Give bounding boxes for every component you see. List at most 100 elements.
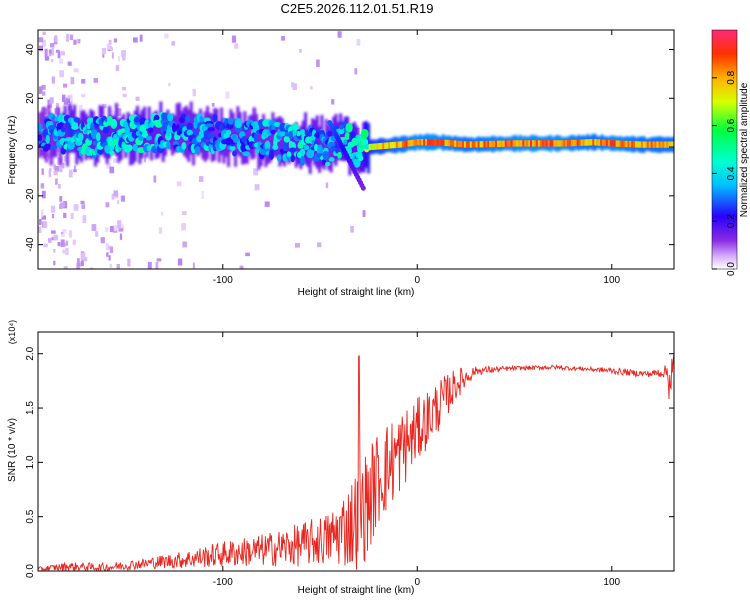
- spectrogram-cell: [343, 139, 348, 145]
- spectrogram-cell: [506, 140, 509, 147]
- spectrogram-noise-cell: [122, 55, 126, 61]
- spectrogram-cell: [212, 113, 218, 123]
- spectrogram-noise-cell: [114, 225, 117, 231]
- spectrogram-cell: [652, 141, 655, 148]
- spectrogram-cell: [526, 140, 529, 147]
- spectrogram-halo-cell: [108, 106, 112, 159]
- spectrogram-cell: [360, 128, 369, 139]
- spectrogram-halo-cell: [150, 119, 154, 161]
- spectrogram-cell: [124, 125, 130, 136]
- spectrogram-noise-cell: [109, 263, 113, 268]
- spectrogram-noise-cell: [72, 239, 76, 246]
- spectrogram-cell: [648, 141, 651, 148]
- spectrogram-cell: [497, 140, 500, 148]
- colorbar-tick-label: 0.2: [726, 214, 737, 228]
- spectrogram-noise-cell: [53, 260, 56, 266]
- spectrogram-noise-cell: [70, 77, 75, 85]
- spectrogram-cell: [563, 140, 566, 147]
- spectrogram-cell: [351, 137, 359, 146]
- spectrogram-noise-cell: [337, 31, 342, 38]
- spectrogram-noise-cell: [41, 215, 46, 220]
- spectrogram-noise-cell: [57, 242, 61, 247]
- spectrogram-noise-cell: [57, 184, 61, 189]
- snr-ytick-label: 2.0: [25, 346, 36, 360]
- spectrogram-cell: [458, 140, 461, 148]
- spectrogram-noise-cell: [239, 265, 244, 269]
- spectrogram-noise-cell: [245, 252, 251, 257]
- spectrogram-cell: [565, 140, 568, 147]
- spectrogram-noise-cell: [59, 70, 64, 78]
- spectrogram-noise-cell: [60, 231, 64, 236]
- spectrogram-noise-cell: [59, 196, 63, 202]
- spectrogram-noise-cell: [51, 76, 55, 84]
- spectrogram-cell: [288, 130, 294, 139]
- spectrogram-cell: [545, 140, 548, 147]
- spectrogram-cell: [198, 130, 205, 139]
- spectrogram-noise-cell: [66, 33, 69, 42]
- spectrogram-cell: [227, 124, 234, 129]
- spectrogram-noise-cell: [91, 224, 97, 231]
- spectrogram-noise-cell: [106, 243, 109, 251]
- spectrogram-cell: [337, 151, 342, 159]
- spectrogram-noise-cell: [354, 68, 358, 75]
- spectrogram-noise-cell: [74, 165, 77, 170]
- spectrogram-cell: [465, 141, 469, 148]
- spectrogram-cell: [232, 150, 237, 157]
- spectrogram-cell: [126, 144, 133, 152]
- spectrogram-cell: [296, 130, 302, 137]
- spectrogram-cell: [578, 139, 581, 146]
- spectrogram-noise-cell: [127, 258, 131, 267]
- spectrogram-noise-cell: [73, 204, 79, 211]
- spectrogram-noise-cell: [50, 205, 56, 213]
- spectrogram-xtick-label: 0: [414, 275, 420, 286]
- spectrogram-halo-cell: [159, 101, 163, 154]
- spectrogram-noise-cell: [61, 94, 66, 103]
- spectrogram-cell: [572, 139, 576, 147]
- spectrogram-noise-cell: [177, 258, 183, 266]
- spectrogram-noise-cell: [53, 234, 59, 241]
- spectrogram-cell: [495, 140, 498, 148]
- spectrogram-noise-cell: [54, 35, 58, 42]
- spectrogram-cell: [271, 125, 276, 131]
- spectrogram-cell: [399, 141, 402, 148]
- spectrogram-noise-cell: [118, 228, 124, 232]
- spectrogram-noise-cell: [147, 261, 152, 269]
- spectrogram-cell: [664, 141, 667, 148]
- chart-title: C2E5.2026.112.01.51.R19: [280, 1, 434, 16]
- spectrogram-noise-cell: [164, 33, 169, 39]
- spectrogram-cell: [555, 140, 558, 147]
- spectrogram-noise-cell: [253, 168, 259, 176]
- spectrogram-cell: [284, 131, 290, 137]
- colorbar-label: Normalized spectral amplitude: [739, 82, 750, 217]
- spectrogram-noise-cell: [57, 51, 61, 59]
- spectrogram-noise-cell: [113, 111, 117, 116]
- spectrogram-noise-cell: [310, 86, 313, 90]
- spectrogram-cell: [397, 141, 401, 148]
- spectrogram-noise-cell: [198, 176, 204, 182]
- spectrogram-cell: [467, 141, 471, 148]
- spectrogram-cell: [71, 120, 79, 131]
- spectrogram-noise-cell: [168, 82, 171, 87]
- spectrogram-cell: [109, 150, 115, 156]
- spectrogram-halo-cell: [269, 126, 273, 163]
- spectrogram-noise-cell: [47, 99, 52, 108]
- spectrogram-noise-cell: [80, 252, 86, 260]
- spectrogram-cell: [450, 140, 453, 147]
- spectrogram-cell: [670, 141, 673, 148]
- spectrogram-yaxis: -40 -20 0 20 40: [25, 44, 674, 252]
- spectrogram-cell: [654, 141, 657, 148]
- spectrogram-noise-cell: [68, 230, 73, 238]
- spectrogram-cell: [133, 116, 141, 123]
- spectrogram-cell: [508, 140, 511, 147]
- spectrogram-halo-cell: [294, 122, 298, 168]
- snr-xtick-label: 0: [414, 577, 420, 588]
- spectrogram-cell: [502, 140, 506, 147]
- spectrogram-cell: [299, 155, 306, 166]
- spectrogram-cell: [456, 140, 459, 147]
- spectrogram-noise-cell: [121, 195, 125, 202]
- spectrogram-cell: [434, 139, 437, 146]
- spectrogram-noise-cell: [70, 95, 73, 103]
- spectrogram-noise-cell: [82, 257, 88, 262]
- spectrogram-cell: [520, 140, 523, 147]
- spectrogram-cell: [442, 139, 445, 146]
